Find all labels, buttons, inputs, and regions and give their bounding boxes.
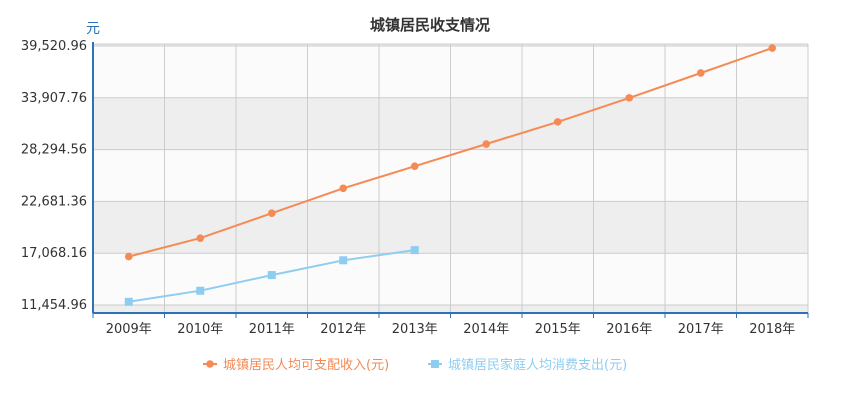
legend-marker bbox=[206, 360, 214, 368]
data-point bbox=[410, 246, 419, 255]
legend-item: 城镇居民人均可支配收入(元) bbox=[203, 358, 389, 373]
x-tick-label: 2009年 bbox=[106, 322, 152, 337]
x-tick-label: 2015年 bbox=[535, 322, 581, 337]
data-point bbox=[553, 118, 562, 126]
data-point bbox=[124, 297, 133, 306]
x-tick-label: 2018年 bbox=[749, 322, 795, 337]
data-point bbox=[339, 256, 348, 265]
data-point bbox=[482, 140, 491, 148]
x-tick-label: 2012年 bbox=[320, 322, 366, 337]
x-tick-label: 2011年 bbox=[249, 322, 295, 337]
data-point bbox=[124, 252, 133, 261]
data-point bbox=[339, 184, 348, 193]
x-tick-label: 2013年 bbox=[392, 322, 438, 337]
data-point bbox=[267, 209, 276, 218]
x-tick-label: 2010年 bbox=[177, 322, 223, 337]
data-point bbox=[267, 271, 276, 280]
series-line bbox=[128, 47, 773, 258]
x-tick-label: 2017年 bbox=[678, 322, 724, 337]
y-tick-label: 39,520.96 bbox=[21, 39, 87, 54]
y-tick-label: 11,454.96 bbox=[21, 298, 87, 313]
axes bbox=[92, 42, 809, 318]
tick-labels: 11,454.96 17,068.16 22,681.36 28,294.56 33,9… bbox=[21, 39, 795, 337]
chart-title: 城镇居民收支情况 bbox=[370, 16, 490, 34]
data-point bbox=[696, 69, 705, 77]
legend-label: 城镇居民家庭人均消费支出(元) bbox=[448, 357, 627, 373]
series-layer bbox=[124, 44, 777, 306]
legend-label: 城镇居民人均可支配收入(元) bbox=[223, 358, 389, 373]
series-group bbox=[124, 246, 419, 306]
y-tick-label: 33,907.76 bbox=[21, 91, 87, 106]
legend-marker bbox=[431, 360, 439, 368]
data-point bbox=[768, 44, 777, 52]
x-tick-label: 2014年 bbox=[463, 322, 509, 337]
x-tick-label: 2016年 bbox=[606, 322, 652, 337]
y-axis-unit-label: 元 bbox=[86, 21, 100, 37]
legend-item: 城镇居民家庭人均消费支出(元) bbox=[428, 357, 627, 373]
y-tick-label: 22,681.36 bbox=[21, 194, 87, 209]
y-tick-label: 17,068.16 bbox=[21, 246, 87, 261]
legend: 城镇居民人均可支配收入(元) 城镇居民家庭人均消费支出(元) bbox=[203, 357, 627, 373]
data-point bbox=[410, 162, 419, 170]
data-point bbox=[196, 234, 205, 242]
y-tick-label: 28,294.56 bbox=[21, 143, 87, 158]
series-group bbox=[124, 44, 777, 261]
data-point bbox=[625, 94, 634, 102]
data-point bbox=[196, 286, 205, 295]
